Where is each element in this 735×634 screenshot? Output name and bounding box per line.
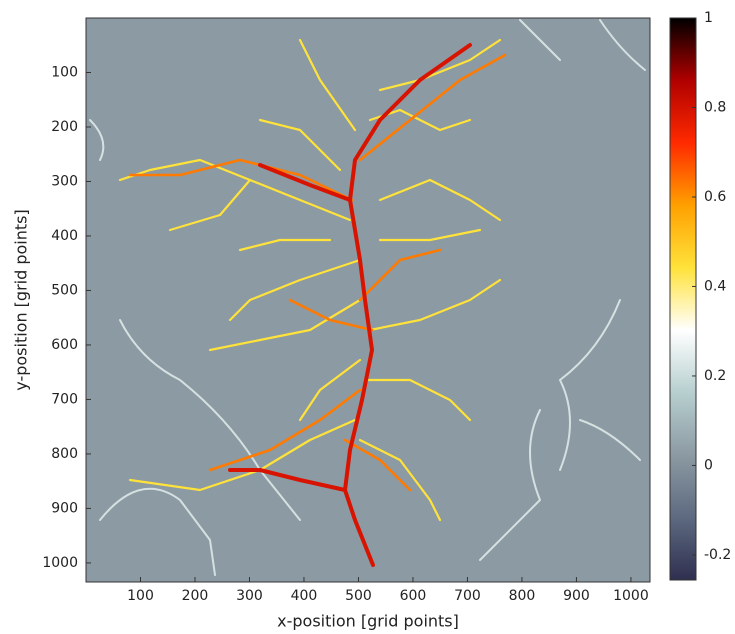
y-tick-label: 300 — [51, 173, 78, 189]
colorbar-tick-label: 0.6 — [704, 189, 726, 205]
colorbar-tick-label: 1 — [704, 10, 713, 26]
colorbar-tick-label: 0 — [704, 457, 713, 473]
x-tick-label: 700 — [454, 588, 481, 604]
x-tick-label: 600 — [400, 588, 427, 604]
y-tick-label: 400 — [51, 228, 78, 244]
x-tick-label: 100 — [127, 588, 154, 604]
chart: x-position [grid points] y-position [gri… — [0, 0, 735, 634]
y-tick-label: 800 — [51, 446, 78, 462]
x-tick-label: 900 — [563, 588, 590, 604]
x-tick-label: 200 — [182, 588, 209, 604]
y-tick-label: 100 — [51, 64, 78, 80]
x-tick-label: 500 — [345, 588, 372, 604]
x-tick-label: 1000 — [613, 588, 649, 604]
colorbar-tick-label: 0.2 — [704, 368, 726, 384]
colorbar — [670, 18, 696, 580]
x-axis-title: x-position [grid points] — [277, 612, 459, 631]
x-tick-label: 400 — [291, 588, 318, 604]
colorbar-tick-label: -0.2 — [704, 547, 731, 563]
colorbar-tick-label: 0.8 — [704, 99, 726, 115]
x-tick-label: 300 — [236, 588, 263, 604]
y-axis-title: y-position [grid points] — [12, 209, 31, 390]
y-tick-label: 600 — [51, 337, 78, 353]
y-tick-label: 500 — [51, 282, 78, 298]
y-tick-label: 700 — [51, 391, 78, 407]
x-tick-label: 800 — [509, 588, 536, 604]
y-tick-label: 1000 — [42, 555, 78, 571]
colorbar-tick-label: 0.4 — [704, 278, 726, 294]
y-tick-label: 200 — [51, 119, 78, 135]
heatmap-background — [86, 18, 650, 582]
y-tick-label: 900 — [51, 500, 78, 516]
